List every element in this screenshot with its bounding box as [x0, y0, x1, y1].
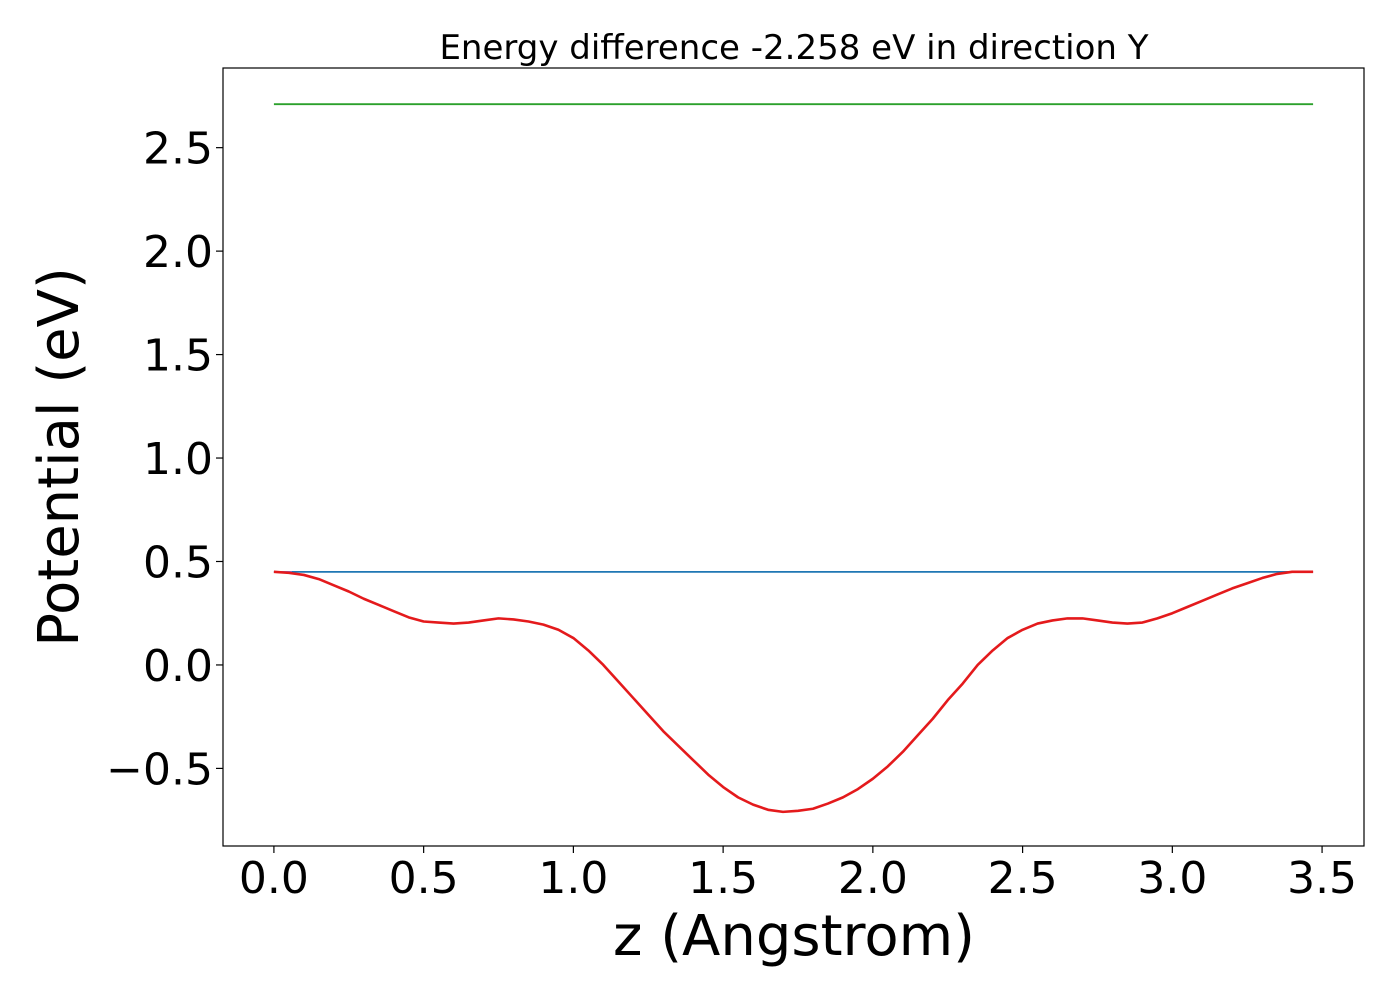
x-tick-label: 0.0	[239, 853, 309, 904]
chart-title: Energy difference -2.258 eV in direction…	[439, 28, 1148, 68]
y-tick-label: 0.5	[143, 537, 213, 588]
y-axis-label: Potential (eV)	[27, 267, 92, 647]
x-tick-label: 2.0	[838, 853, 908, 904]
y-axis: −0.5 0.0 0.5 1.0 1.5 2.0 2.5	[106, 124, 223, 795]
series-line-3	[273, 570, 1314, 814]
x-axis-label: z (Angstrom)	[613, 904, 975, 969]
y-tick-label: −0.5	[106, 744, 213, 795]
x-tick-label: 1.0	[538, 853, 608, 904]
x-tick-label: 3.5	[1287, 853, 1357, 904]
y-tick-label: 2.5	[143, 124, 213, 175]
y-tick-label: 1.0	[143, 434, 213, 485]
plot-area-frame	[222, 67, 1365, 847]
x-tick-label: 2.5	[988, 853, 1058, 904]
y-tick-label: 2.0	[143, 227, 213, 278]
series-layer	[273, 103, 1314, 814]
x-tick-label: 3.0	[1137, 853, 1207, 904]
x-tick-label: 0.5	[389, 853, 459, 904]
x-tick-label: 1.5	[688, 853, 758, 904]
y-tick-label: 1.5	[143, 331, 213, 382]
x-axis: 0.0 0.5 1.0 1.5 2.0 2.5 3.0 3.5	[239, 846, 1357, 904]
y-tick-label: 0.0	[143, 641, 213, 692]
